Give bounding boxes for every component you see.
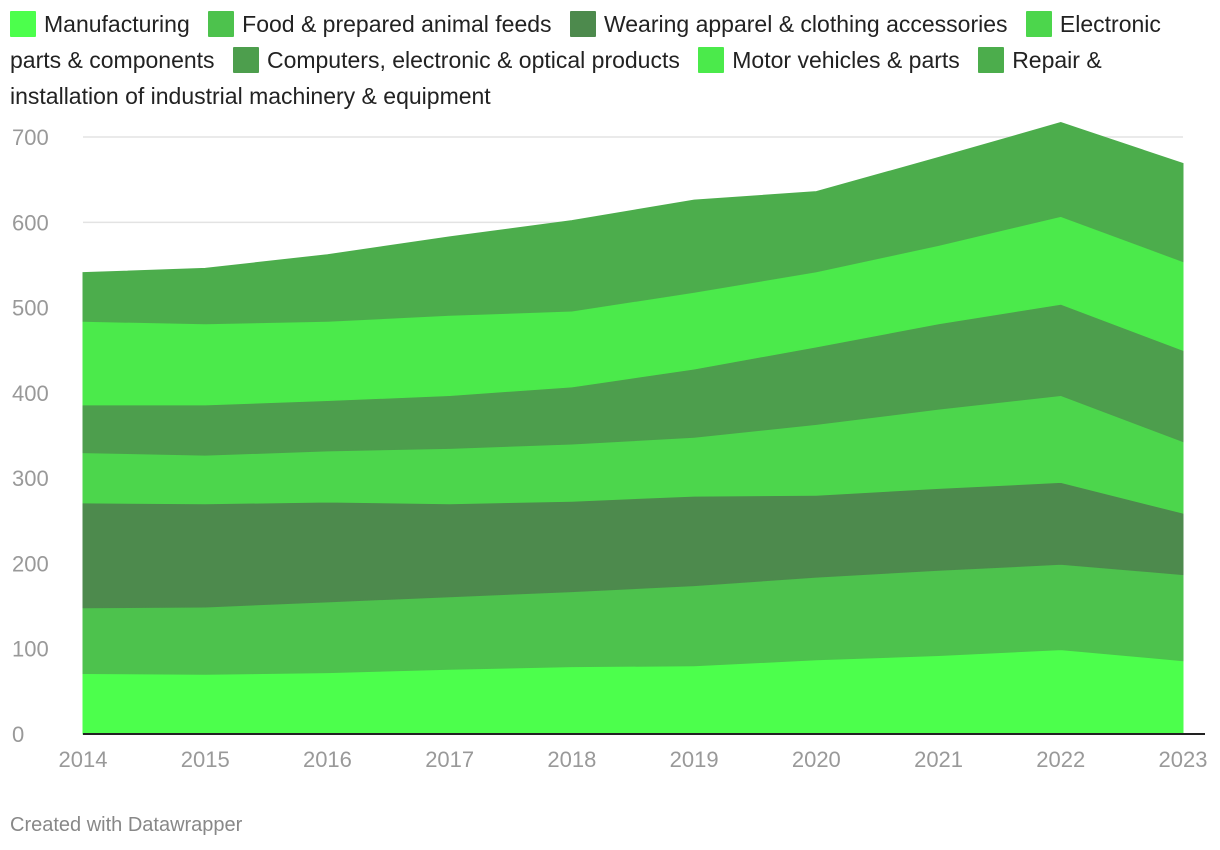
legend-label: Motor vehicles & parts [732,47,960,73]
legend-swatch [978,47,1005,73]
y-tick-label: 0 [12,722,24,747]
legend-label: Food & prepared animal feeds [242,11,552,37]
legend-item: Motor vehicles & parts [698,47,960,73]
legend-swatch [232,47,259,73]
x-tick-label: 2016 [303,747,352,772]
x-tick-label: 2015 [181,747,230,772]
y-tick-label: 700 [12,125,49,150]
area-series-7 [82,122,1184,325]
x-tick-label: 2020 [792,747,841,772]
x-tick-label: 2017 [425,747,474,772]
chart-legend: Manufacturing Food & prepared animal fee… [10,6,1215,114]
x-tick-label: 2023 [1159,747,1208,772]
area-series-group [82,122,1184,735]
x-tick-label: 2021 [914,747,963,772]
x-tick-label: 2022 [1036,747,1085,772]
legend-swatch [1025,11,1052,37]
y-tick-label: 200 [12,551,49,576]
legend-item: Computers, electronic & optical products [232,47,680,73]
legend-swatch [569,11,596,37]
legend-label: Computers, electronic & optical products [266,47,680,73]
legend-item: Manufacturing [10,11,190,37]
x-tick-label: 2019 [670,747,719,772]
x-tick-label: 2018 [547,747,596,772]
legend-label: Wearing apparel & clothing accessories [603,11,1008,37]
axes: 0 100 200 300 400 500 600 700 2014 2015 2016 2017 20… [12,125,1207,772]
y-tick-label: 400 [12,381,49,406]
legend-swatch [698,47,725,73]
legend-item: Repair & installation of industrial mach… [10,47,1102,109]
legend-label: Manufacturing [44,11,190,37]
y-tick-label: 100 [12,637,49,662]
stacked-area-chart: 0 100 200 300 400 500 600 700 2014 2015 2016 2017 20… [12,122,1207,772]
legend-label: Repair & installation of industrial mach… [10,47,1102,109]
y-tick-label: 300 [12,466,49,491]
y-tick-label: 500 [12,296,49,321]
legend-swatch [208,11,235,37]
y-tick-label: 600 [12,210,49,235]
legend-swatch [10,11,36,37]
x-tick-label: 2014 [59,747,108,772]
legend-item: Wearing apparel & clothing accessories [569,11,1008,37]
legend-item: Food & prepared animal feeds [208,11,552,37]
legend-item: Electronic parts & components [10,11,1161,73]
credit-footer: Created with Datawrapper [10,814,243,836]
legend-label: Electronic parts & components [10,11,1161,73]
